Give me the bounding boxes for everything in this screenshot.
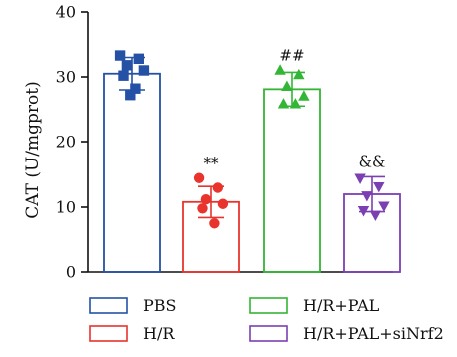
data-point: [125, 90, 136, 101]
data-point: [138, 65, 150, 76]
y-tick-label: 10: [56, 198, 76, 217]
significance-label: &&: [359, 152, 386, 170]
legend-swatch: [249, 325, 288, 342]
data-point: [298, 90, 310, 101]
significance-label: **: [204, 154, 220, 172]
bar-group: [103, 50, 161, 273]
y-tick-label: 0: [66, 263, 76, 282]
data-point: [217, 198, 229, 209]
data-point: [133, 53, 144, 64]
data-point: [200, 194, 212, 205]
legend-label: H/R: [143, 324, 175, 343]
data-point: [193, 172, 205, 183]
legend-swatch: [249, 297, 288, 314]
legend: PBS H/R+PAL H/R H/R+PAL+siNrf2: [89, 296, 444, 343]
y-axis-title: CAT (U/mgprot): [23, 81, 43, 219]
y-tick-label: 20: [56, 133, 76, 152]
data-point: [289, 98, 302, 109]
significance-label: ##: [279, 47, 304, 65]
data-point: [361, 191, 373, 202]
data-point: [369, 210, 382, 221]
bar: [103, 72, 161, 273]
data-point: [378, 201, 390, 212]
data-point: [121, 60, 133, 71]
legend-item: PBS: [89, 296, 176, 315]
bar-group: &&: [343, 152, 401, 273]
legend-item: H/R: [89, 324, 175, 343]
y-tick-label: 40: [56, 3, 76, 22]
legend-item: H/R+PAL+siNrf2: [249, 324, 444, 343]
data-point: [293, 68, 305, 80]
bars: ** ## &&: [103, 47, 401, 273]
legend-swatch: [89, 297, 128, 314]
data-point: [373, 182, 385, 193]
data-point: [281, 80, 293, 91]
data-point: [118, 70, 129, 81]
data-point: [209, 218, 220, 229]
y-tick-label: 30: [56, 68, 76, 87]
bar: [263, 88, 321, 273]
data-point: [197, 203, 208, 214]
bar-group: ##: [263, 47, 321, 273]
legend-label: PBS: [143, 296, 176, 315]
bar-group: **: [182, 154, 240, 273]
data-point: [357, 206, 370, 217]
data-point: [212, 182, 223, 193]
data-point: [354, 173, 366, 184]
data-point: [277, 98, 290, 109]
legend-label: H/R+PAL: [303, 296, 380, 315]
axes: 0 10 20 30 40 CAT (U/mgprot): [23, 3, 393, 282]
data-point: [114, 50, 126, 61]
data-point: [130, 83, 141, 94]
legend-item: H/R+PAL: [249, 296, 380, 315]
legend-label: H/R+PAL+siNrf2: [303, 324, 444, 343]
data-point: [274, 64, 286, 75]
legend-swatch: [89, 325, 128, 342]
